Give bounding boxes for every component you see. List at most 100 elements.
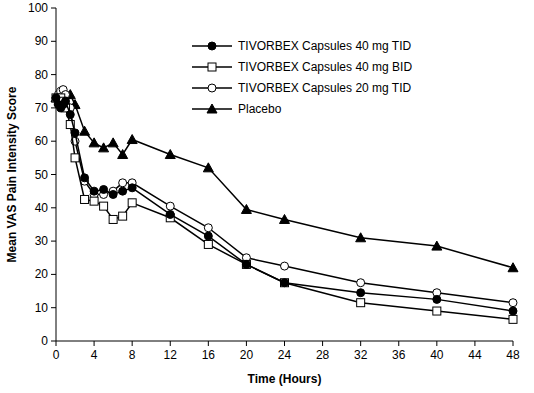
data-point bbox=[433, 295, 441, 303]
y-tick bbox=[51, 174, 56, 175]
y-tick-label: 20 bbox=[35, 267, 49, 281]
y-tick bbox=[51, 307, 56, 308]
x-tick-label: 24 bbox=[278, 348, 292, 362]
data-point bbox=[432, 241, 442, 250]
data-point bbox=[128, 184, 136, 192]
legend-label: TIVORBEX Capsules 40 mg TID bbox=[238, 39, 412, 53]
x-tick bbox=[208, 341, 209, 346]
y-tick-label: 60 bbox=[35, 134, 49, 148]
x-tick bbox=[246, 341, 247, 346]
series-line bbox=[56, 93, 513, 268]
x-tick-label: 40 bbox=[430, 348, 444, 362]
series-line bbox=[56, 90, 513, 303]
x-tick-label: 16 bbox=[202, 348, 216, 362]
data-point bbox=[100, 185, 108, 193]
x-tick-label: 0 bbox=[53, 348, 60, 362]
x-tick bbox=[132, 341, 133, 346]
data-point bbox=[66, 111, 74, 119]
data-point bbox=[166, 210, 174, 218]
y-tick bbox=[51, 274, 56, 275]
series bbox=[52, 86, 517, 307]
x-tick-label: 20 bbox=[240, 348, 254, 362]
y-tick bbox=[51, 8, 56, 9]
y-tick bbox=[51, 341, 56, 342]
y-tick-label: 0 bbox=[41, 334, 48, 348]
data-point bbox=[99, 143, 109, 152]
x-tick-label: 8 bbox=[129, 348, 136, 362]
data-point bbox=[203, 163, 213, 172]
data-point bbox=[90, 197, 98, 205]
data-point bbox=[509, 307, 517, 315]
x-tick bbox=[436, 341, 437, 346]
data-point bbox=[81, 195, 89, 203]
data-point bbox=[80, 126, 90, 135]
x-tick bbox=[360, 341, 361, 346]
legend-marker bbox=[208, 84, 216, 92]
data-point bbox=[109, 215, 117, 223]
data-point bbox=[165, 150, 175, 159]
data-point bbox=[118, 150, 128, 159]
data-point bbox=[509, 315, 517, 323]
data-point bbox=[242, 260, 250, 268]
y-tick-label: 80 bbox=[35, 68, 49, 82]
data-point bbox=[204, 224, 212, 232]
y-tick-label: 90 bbox=[35, 34, 49, 48]
series-line bbox=[56, 98, 513, 319]
data-point bbox=[281, 262, 289, 270]
data-point bbox=[127, 135, 137, 144]
data-point bbox=[357, 279, 365, 287]
data-point bbox=[433, 307, 441, 315]
x-tick bbox=[474, 341, 475, 346]
x-tick-label: 36 bbox=[392, 348, 406, 362]
data-point bbox=[357, 299, 365, 307]
data-point bbox=[357, 289, 365, 297]
x-tick-label: 44 bbox=[468, 348, 482, 362]
data-point bbox=[204, 232, 212, 240]
y-tick-label: 70 bbox=[35, 101, 49, 115]
x-tick-label: 28 bbox=[316, 348, 330, 362]
data-point bbox=[100, 202, 108, 210]
data-point bbox=[508, 263, 518, 272]
y-tick bbox=[51, 207, 56, 208]
legend: TIVORBEX Capsules 40 mg TID TIVORBEX Caps… bbox=[192, 39, 412, 116]
y-tick-label: 50 bbox=[35, 168, 49, 182]
y-tick-label: 40 bbox=[35, 201, 49, 215]
y-tick bbox=[51, 141, 56, 142]
legend-label: TIVORBEX Capsules 20 mg TID bbox=[238, 81, 412, 95]
data-point bbox=[242, 260, 250, 268]
legend-marker bbox=[208, 42, 216, 50]
data-point bbox=[119, 179, 127, 187]
data-point bbox=[204, 240, 212, 248]
x-tick-label: 4 bbox=[91, 348, 98, 362]
x-axis-title: Time (Hours) bbox=[248, 372, 322, 386]
plot-area bbox=[51, 86, 518, 324]
data-point bbox=[509, 299, 517, 307]
x-tick bbox=[94, 341, 95, 346]
legend-label: TIVORBEX Capsules 40 mg BID bbox=[238, 60, 412, 74]
y-tick-label: 30 bbox=[35, 234, 49, 248]
series bbox=[52, 94, 517, 323]
x-tick-label: 48 bbox=[506, 348, 520, 362]
x-tick-label: 12 bbox=[164, 348, 178, 362]
y-tick-label: 100 bbox=[28, 1, 48, 15]
y-tick bbox=[51, 241, 56, 242]
chart: 0102030405060708090100048121620242832364… bbox=[0, 0, 534, 393]
data-point bbox=[71, 129, 79, 137]
data-point bbox=[108, 138, 118, 147]
data-point bbox=[241, 204, 251, 213]
legend-marker bbox=[207, 104, 217, 113]
data-point bbox=[90, 187, 98, 195]
x-tick bbox=[513, 341, 514, 346]
data-point bbox=[62, 97, 70, 105]
series-line bbox=[56, 98, 513, 311]
y-axis-title: Mean VAS Pain Intensity Score bbox=[5, 86, 19, 262]
data-point bbox=[128, 199, 136, 207]
x-tick bbox=[56, 341, 57, 346]
x-tick-label: 32 bbox=[354, 348, 368, 362]
data-point bbox=[109, 190, 117, 198]
data-point bbox=[281, 279, 289, 287]
series bbox=[52, 94, 517, 315]
x-tick bbox=[170, 341, 171, 346]
y-tick bbox=[51, 41, 56, 42]
x-tick bbox=[398, 341, 399, 346]
